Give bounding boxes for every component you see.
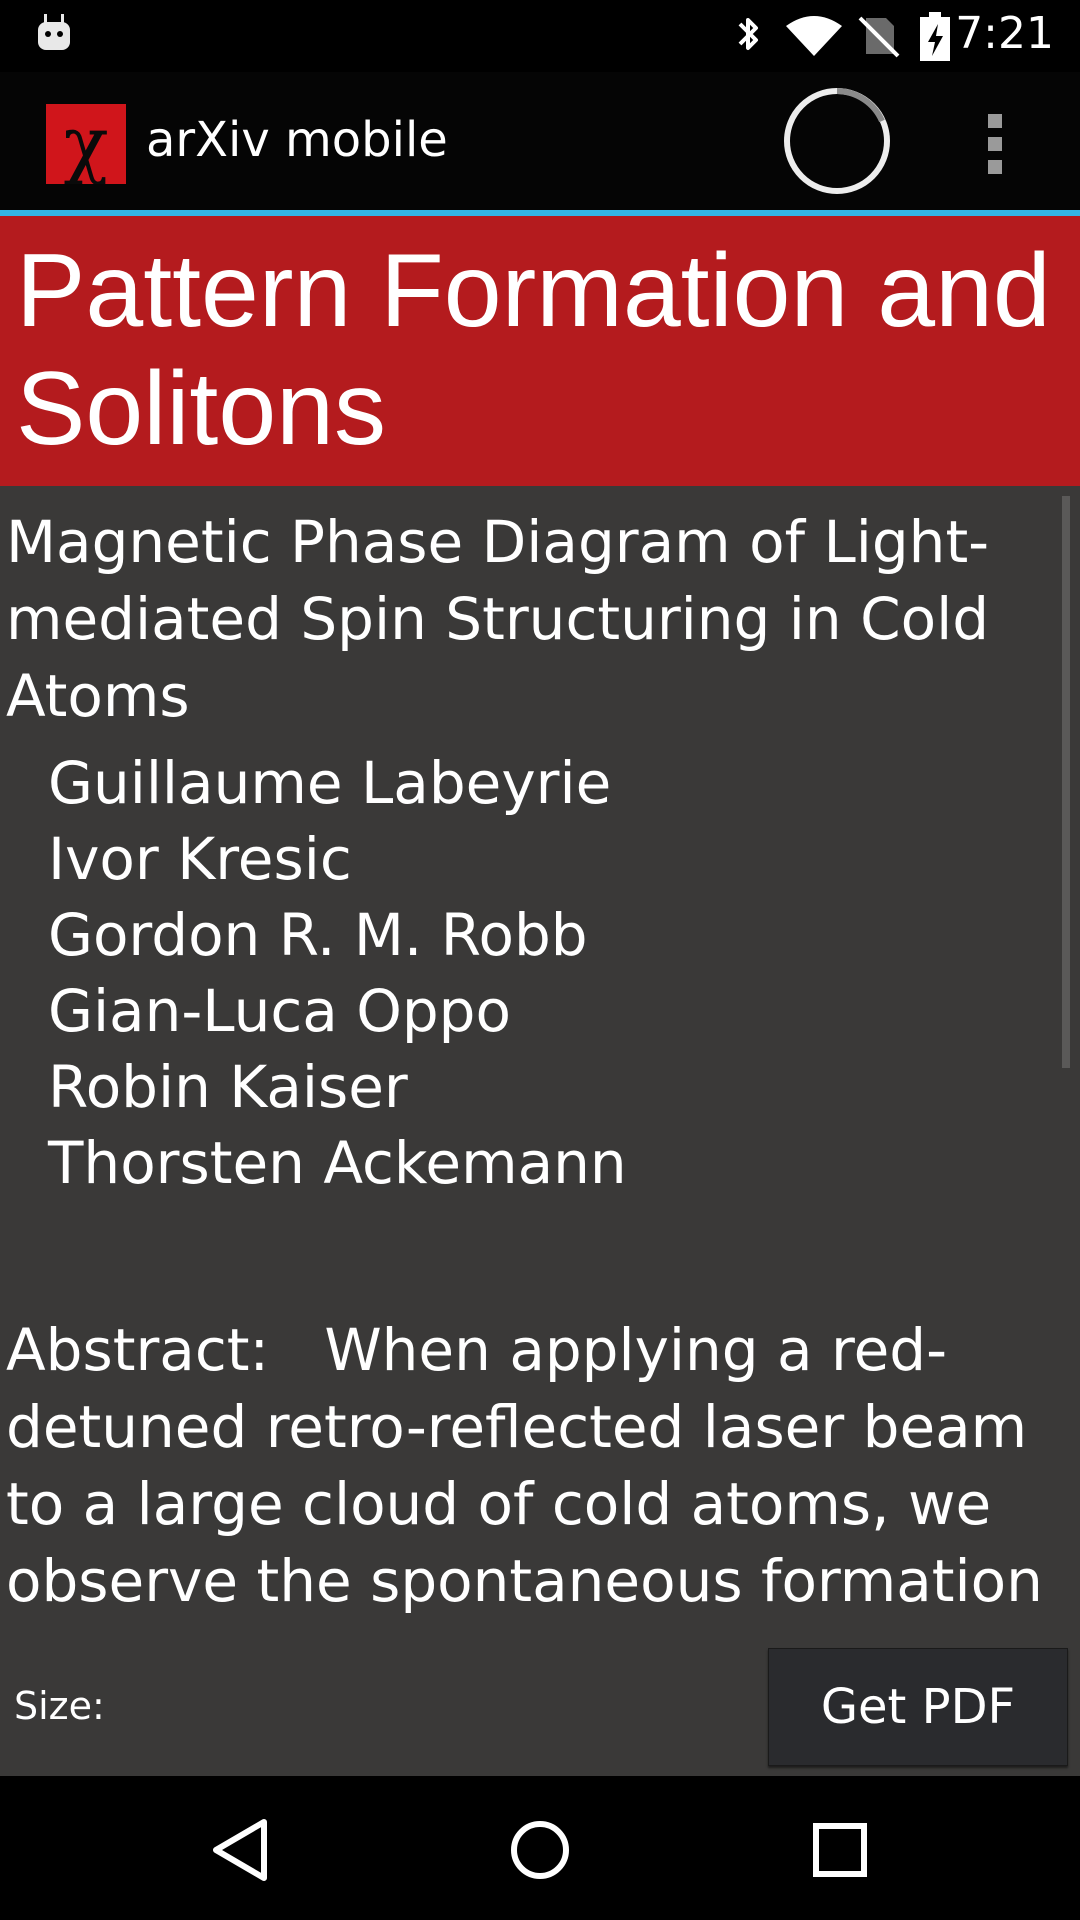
- abstract-text: When applying a red-detuned retro-reflec…: [6, 1316, 1043, 1615]
- bluetooth-icon: [738, 18, 758, 50]
- paper-title: Magnetic Phase Diagram of Light-mediated…: [6, 508, 990, 730]
- size-label: Size:: [14, 1684, 105, 1728]
- arxiv-logo-icon[interactable]: χ: [46, 104, 126, 184]
- paper-detail-content[interactable]: Magnetic Phase Diagram of Light-mediated…: [0, 486, 1080, 1620]
- abstract-label: Abstract:: [6, 1316, 270, 1384]
- action-bar: χ arXiv mobile: [0, 72, 1080, 210]
- author-item: Gian-Luca Oppo: [48, 977, 511, 1045]
- author-item: Robin Kaiser: [48, 1053, 408, 1121]
- android-icon: [38, 14, 70, 50]
- wifi-icon: [786, 16, 842, 56]
- get-pdf-button[interactable]: Get PDF: [768, 1648, 1068, 1766]
- no-sim-icon: [858, 16, 900, 58]
- author-item: Gordon R. M. Robb: [48, 901, 588, 969]
- author-item: Ivor Kresic: [48, 825, 352, 893]
- status-bar: 7:21: [0, 0, 1080, 72]
- category-header: Pattern Formation and Solitons: [0, 216, 1080, 486]
- battery-charging-icon: [920, 12, 950, 61]
- overflow-menu-icon[interactable]: [976, 112, 1016, 176]
- clock: 7:21: [955, 8, 1054, 59]
- app-title: arXiv mobile: [146, 112, 448, 168]
- action-bar-accent-line: [0, 210, 1080, 216]
- home-icon[interactable]: [500, 1812, 580, 1888]
- category-title: Pattern Formation and Solitons: [16, 233, 1051, 467]
- navigation-bar: [0, 1776, 1080, 1920]
- loading-spinner-icon: [784, 88, 890, 194]
- recents-icon[interactable]: [800, 1812, 880, 1888]
- bottom-bar: Size: Get PDF: [0, 1630, 1080, 1778]
- scrollbar[interactable]: [1062, 496, 1070, 1068]
- abstract: Abstract: When applying a red-detuned re…: [6, 1312, 1046, 1620]
- author-item: Guillaume Labeyrie: [48, 749, 612, 817]
- author-item: Thorsten Ackemann: [48, 1129, 627, 1197]
- back-icon[interactable]: [200, 1812, 280, 1888]
